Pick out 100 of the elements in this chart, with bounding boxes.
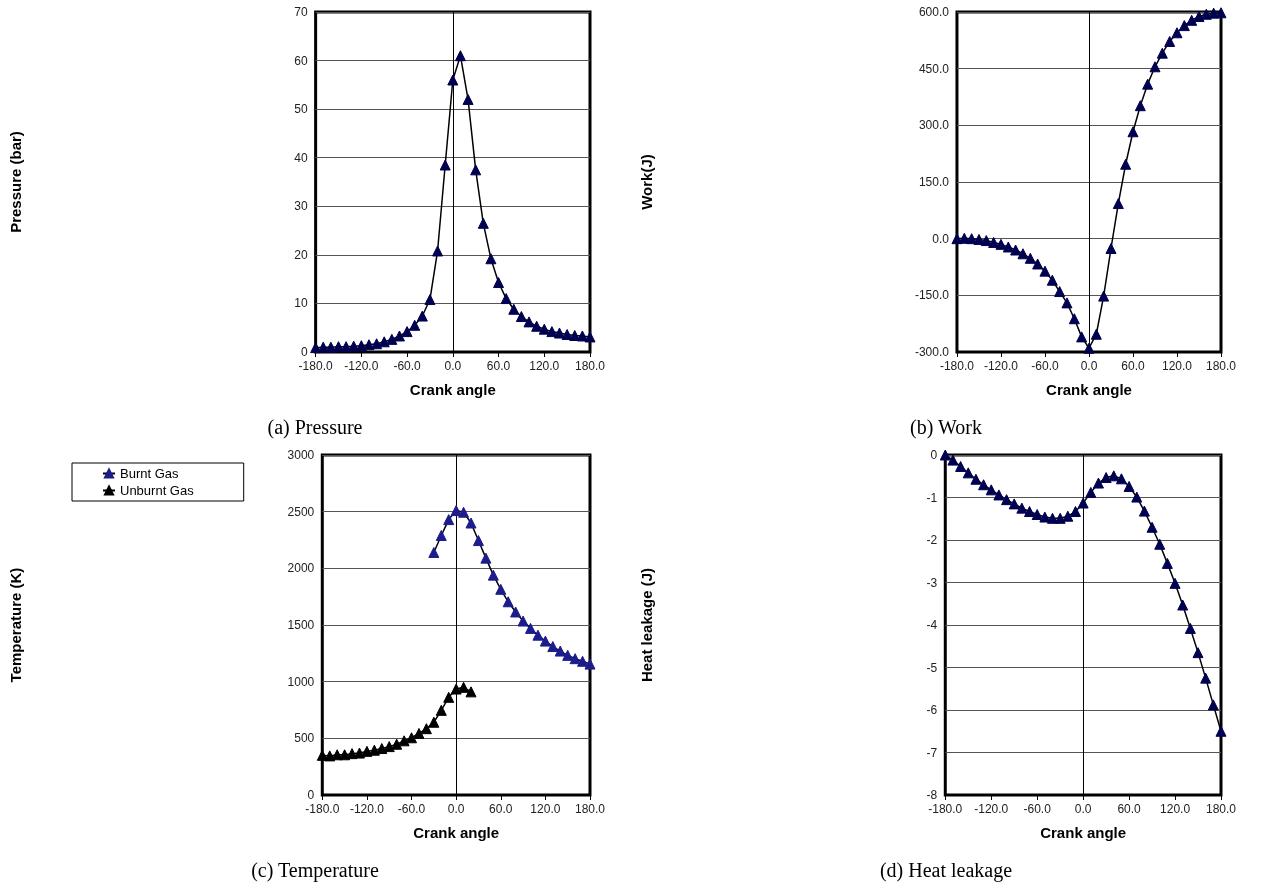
point: [502, 596, 514, 608]
text: (b) Work: [910, 416, 982, 439]
point: [1131, 491, 1143, 503]
y-tick-label: 60: [294, 53, 308, 68]
text: (c) Temperature: [251, 859, 379, 882]
x-tick-label: 120.0: [1160, 802, 1191, 816]
x-tick-label: -60.0: [397, 802, 426, 816]
x-tick-label: -60.0: [393, 359, 422, 373]
point: [393, 330, 405, 342]
point: [1083, 342, 1095, 354]
x-tick-label: 60.0: [486, 359, 511, 373]
point: [1154, 538, 1166, 550]
point: [1112, 198, 1124, 210]
x-tick-label: -120.0: [983, 359, 1019, 373]
point: [493, 277, 505, 289]
point: [1068, 313, 1080, 325]
point: [1002, 241, 1014, 253]
x-tick-label: 180.0: [1205, 359, 1237, 373]
y-tick-label: 2500: [287, 504, 315, 519]
point: [376, 743, 388, 755]
point: [1127, 126, 1139, 138]
y-tick-label: -5: [926, 660, 938, 675]
point: [398, 735, 410, 747]
point: [1156, 47, 1168, 59]
point: [450, 505, 462, 517]
x-tick-label: 120.0: [529, 359, 560, 373]
point: [1134, 100, 1146, 112]
point: [1092, 477, 1104, 489]
point: [1193, 11, 1205, 23]
point: [947, 454, 959, 466]
point: [435, 704, 447, 716]
point: [420, 723, 432, 735]
point: [1146, 521, 1158, 533]
point: [1215, 725, 1227, 737]
y-tick-label: 20: [294, 247, 308, 262]
y-axis-title: Pressure (bar): [7, 131, 24, 233]
x-tick-label: 0.0: [1080, 359, 1098, 373]
y-tick-label: 150.0: [918, 175, 950, 189]
point: [428, 716, 440, 728]
x-tick-label: 0.0: [444, 359, 462, 373]
x-axis-title: Crank angle: [409, 381, 496, 398]
x-axis-title: Crank angle: [413, 824, 500, 841]
point: [1215, 7, 1227, 19]
point: [1142, 78, 1154, 90]
y-tick-label: 300.0: [918, 118, 950, 133]
point: [1100, 472, 1112, 484]
point: [993, 489, 1005, 501]
point: [978, 479, 990, 491]
point: [1016, 502, 1028, 514]
x-tick-label: -180.0: [298, 359, 333, 373]
x-tick-label: 60.0: [1117, 802, 1142, 816]
point: [1161, 557, 1173, 569]
y-tick-label: -4: [926, 618, 938, 632]
point: [1090, 328, 1102, 340]
point: [569, 653, 581, 665]
point: [962, 467, 974, 479]
point: [980, 235, 992, 247]
point: [1207, 699, 1219, 711]
y-tick-label: -8: [926, 788, 938, 802]
y-tick-label: 0: [307, 788, 315, 802]
x-tick-label: 180.0: [1205, 802, 1237, 816]
point: [547, 641, 559, 653]
point: [1186, 14, 1198, 26]
point: [1001, 494, 1013, 506]
y-tick-label: -150.0: [914, 288, 950, 303]
point: [416, 310, 428, 322]
y-tick-label: 3000: [287, 448, 315, 462]
point: [584, 658, 596, 670]
x-tick-label: 0.0: [447, 802, 465, 816]
point: [487, 569, 499, 581]
text: (d) Heat leakage: [879, 859, 1013, 882]
point: [1123, 480, 1135, 492]
point: [386, 333, 398, 345]
point: [525, 622, 537, 634]
point: [517, 615, 529, 627]
y-axis-title: Work(J): [638, 154, 655, 210]
point: [470, 164, 482, 176]
point: [576, 330, 588, 342]
point: [1177, 599, 1189, 611]
x-tick-label: 180.0: [574, 802, 606, 816]
point: [1085, 486, 1097, 498]
point: [1171, 27, 1183, 39]
point: [1077, 497, 1089, 509]
point: [465, 517, 477, 529]
point: [515, 311, 527, 323]
point: [500, 293, 512, 305]
x-tick-label: -180.0: [928, 802, 963, 816]
point: [1062, 510, 1074, 522]
point: [1138, 505, 1150, 517]
x-tick-label: 120.0: [530, 802, 561, 816]
point: [1061, 297, 1073, 309]
point: [495, 583, 507, 595]
point: [539, 635, 551, 647]
point: [554, 645, 566, 657]
point: [562, 649, 574, 661]
point: [955, 460, 967, 472]
point: [465, 686, 477, 698]
point: [480, 552, 492, 564]
point: [477, 217, 489, 229]
y-tick-label: 2000: [287, 561, 315, 576]
